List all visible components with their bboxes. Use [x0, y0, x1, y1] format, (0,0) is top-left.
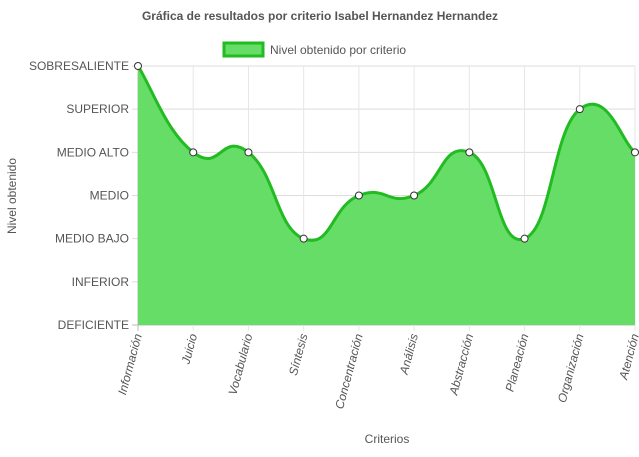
data-point[interactable]: [134, 62, 142, 70]
data-point[interactable]: [299, 234, 308, 243]
y-tick-label: DEFICIENTE: [58, 318, 129, 332]
y-tick-label: SOBRESALIENTE: [29, 59, 129, 73]
legend-swatch: [222, 41, 265, 58]
data-point[interactable]: [520, 234, 529, 243]
y-axis-title: Nivel obtenido: [5, 158, 19, 234]
plot-area: [134, 62, 639, 325]
x-tick-label: Información: [115, 332, 145, 396]
data-point[interactable]: [465, 148, 474, 157]
x-axis-ticks: Información Juicio Vocabulario Síntesis Conc…: [115, 332, 639, 411]
x-tick-label: Juicio: [178, 332, 200, 367]
y-tick-label: MEDIO ALTO: [57, 145, 129, 159]
y-tick-label: INFERIOR: [72, 275, 130, 289]
chart-title: Gráfica de resultados por criterio Isabe…: [142, 9, 498, 23]
legend-label: Nivel obtenido por criterio: [270, 43, 406, 57]
y-tick-label: MEDIO: [90, 189, 129, 203]
x-tick-label: Atención: [616, 332, 639, 382]
x-tick-label: Organización: [555, 332, 587, 404]
series-line: [136, 65, 637, 242]
data-point[interactable]: [189, 148, 198, 157]
x-tick-label: Planeación: [503, 332, 532, 393]
data-point[interactable]: [631, 148, 639, 157]
data-point[interactable]: [244, 148, 253, 157]
x-tick-label: Concentración: [332, 332, 366, 411]
y-tick-label: MEDIO BAJO: [55, 232, 129, 246]
y-tick-label: SUPERIOR: [66, 102, 129, 116]
y-axis-ticks: DEFICIENTE INFERIOR MEDIO BAJO MEDIO MEDIO A…: [29, 59, 129, 332]
x-tick-label: Análisis: [397, 332, 421, 377]
data-point[interactable]: [354, 191, 363, 200]
x-axis-title: Criterios: [365, 432, 410, 446]
x-tick-label: Síntesis: [286, 332, 311, 377]
x-tick-label: Abstracción: [446, 332, 476, 397]
x-tick-label: Vocabulario: [226, 332, 256, 397]
legend[interactable]: Nivel obtenido por criterio: [222, 41, 406, 58]
data-point[interactable]: [575, 105, 584, 114]
data-point[interactable]: [410, 191, 419, 200]
